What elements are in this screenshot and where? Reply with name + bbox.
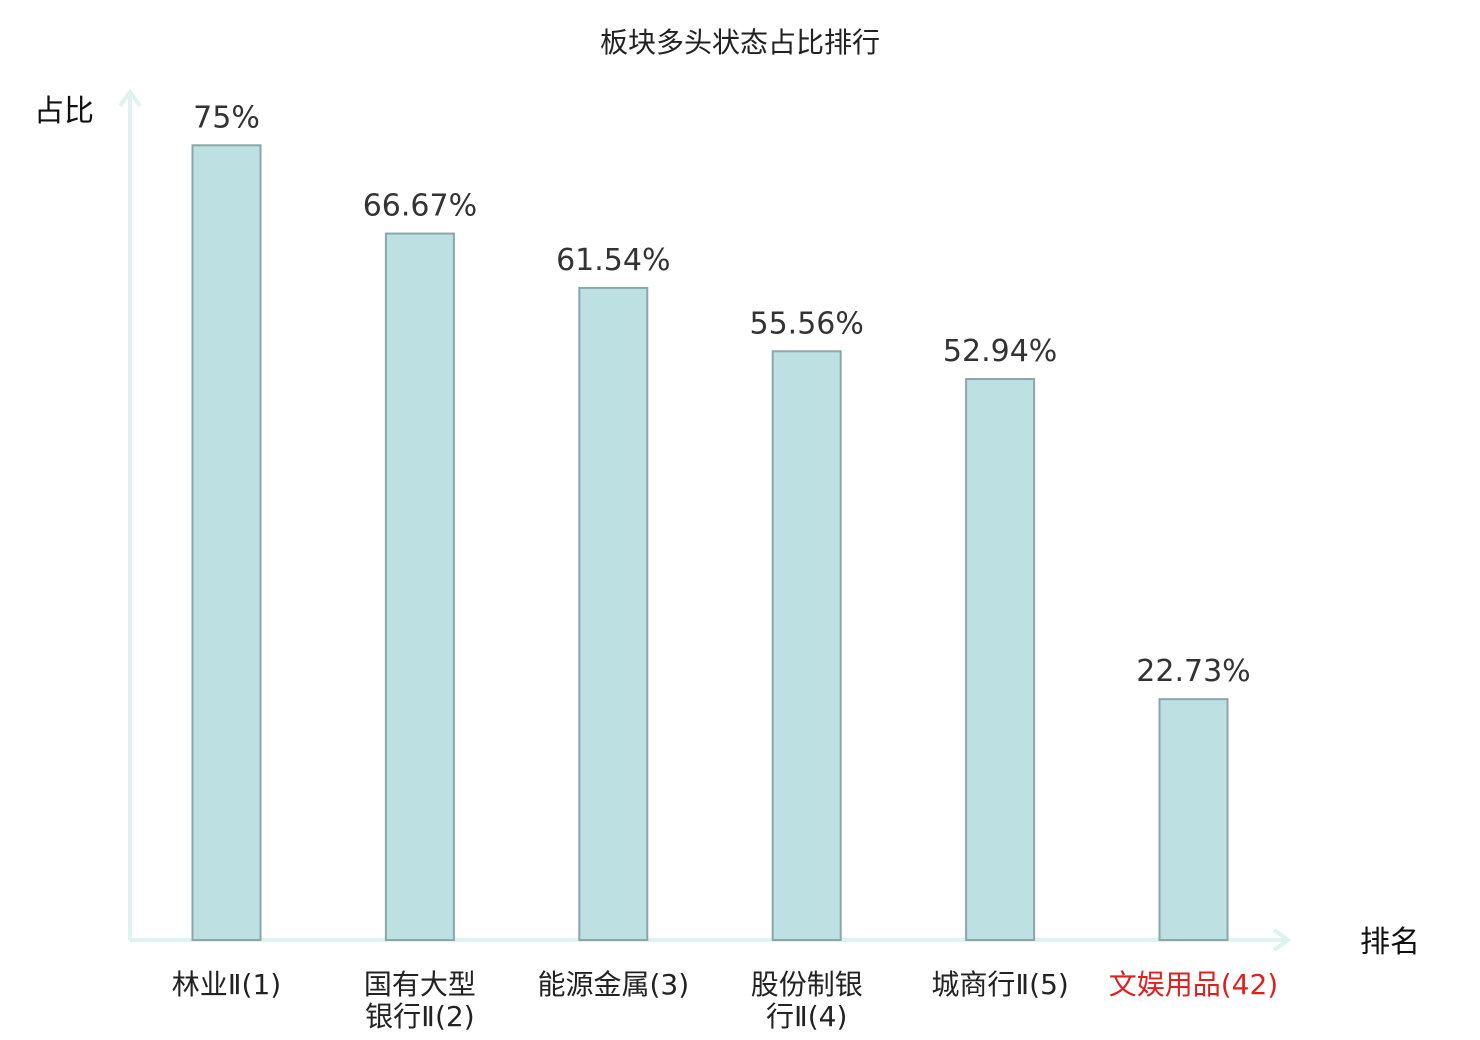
- bar: [384, 232, 455, 941]
- bar-value-label: 61.54%: [556, 243, 670, 278]
- bar-value-label: 66.67%: [363, 189, 477, 224]
- bar: [578, 286, 649, 941]
- category-label: 林业Ⅱ(1): [172, 968, 281, 1001]
- category-label: 文娱用品(42): [1109, 968, 1278, 1001]
- chart-title: 板块多头状态占比排行: [600, 26, 880, 59]
- bars-group: [191, 144, 1229, 942]
- x-axis-arrow: [1272, 928, 1292, 952]
- category-label: 行Ⅱ(4): [766, 1000, 847, 1033]
- bar: [191, 144, 262, 942]
- y-axis-arrow: [118, 88, 142, 108]
- category-label: 银行Ⅱ(2): [365, 1000, 474, 1033]
- bar: [965, 378, 1036, 942]
- bar-value-label: 75%: [193, 100, 260, 135]
- value-labels-group: 75% 66.67% 61.54% 55.56% 52.94% 22.73%: [193, 100, 1251, 689]
- category-label: 城商行Ⅱ(5): [931, 968, 1068, 1001]
- bar: [1158, 698, 1229, 941]
- bar-value-label: 52.94%: [943, 334, 1057, 369]
- bar-value-label: 55.56%: [750, 306, 864, 341]
- x-axis-label: 排名: [1360, 925, 1420, 960]
- bar-value-label: 22.73%: [1136, 654, 1250, 689]
- category-label: 股份制银: [751, 968, 863, 1001]
- category-label: 能源金属(3): [537, 968, 689, 1001]
- y-axis-label: 占比: [34, 94, 94, 129]
- bar: [771, 350, 842, 941]
- category-label: 国有大型: [364, 968, 476, 1001]
